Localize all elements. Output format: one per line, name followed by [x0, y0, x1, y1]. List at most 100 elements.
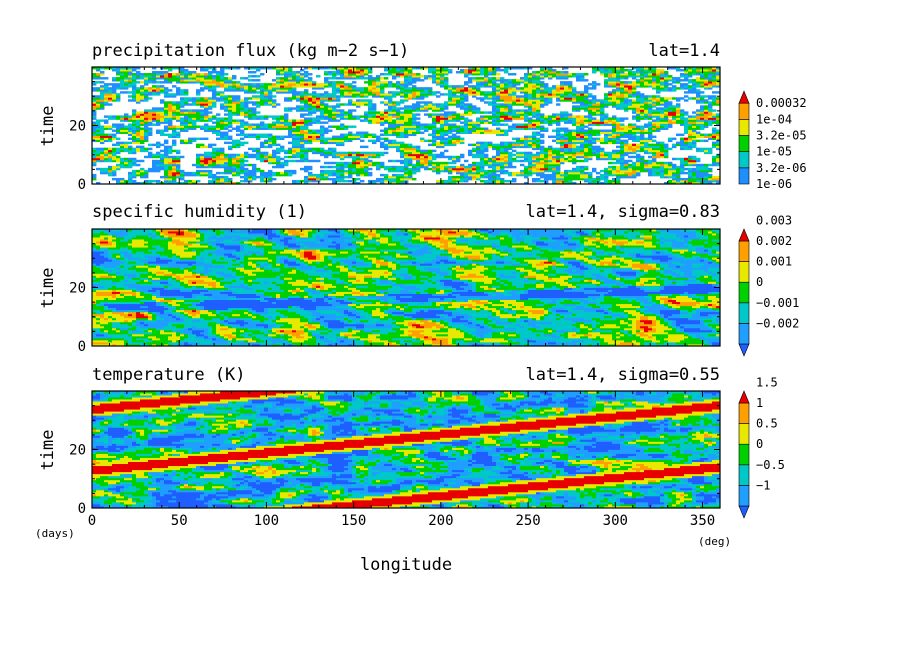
field-cell	[212, 151, 217, 155]
field-cell	[220, 149, 225, 153]
field-cell	[528, 107, 533, 110]
field-cell	[556, 171, 561, 175]
field-cell	[520, 127, 525, 130]
field-cell	[360, 173, 365, 177]
field-cell	[244, 91, 249, 94]
field-cell	[568, 95, 573, 98]
field-cell	[576, 147, 581, 151]
field-cell	[432, 137, 437, 141]
field-cell	[560, 97, 565, 100]
field-cell	[640, 105, 645, 108]
field-cell	[372, 155, 377, 159]
field-cell	[676, 143, 681, 147]
field-cell	[560, 89, 565, 92]
field-cell	[272, 95, 277, 98]
field-cell	[452, 141, 457, 145]
field-cell	[612, 161, 617, 165]
field-cell	[224, 99, 229, 102]
field-cell	[584, 153, 589, 157]
field-cell	[544, 153, 549, 157]
field-cell	[244, 113, 249, 116]
field-cell	[672, 167, 677, 171]
field-cell	[524, 95, 529, 98]
field-cell	[408, 155, 413, 159]
field-cell	[168, 167, 173, 171]
field-cell	[204, 115, 209, 118]
field-cell	[664, 109, 669, 112]
field-cell	[552, 157, 557, 161]
field-cell	[608, 171, 613, 175]
field-cell	[392, 141, 397, 145]
field-cell	[588, 181, 593, 185]
field-cell	[632, 137, 637, 141]
field-cell	[464, 175, 469, 179]
field-cell	[420, 97, 425, 100]
field-cell	[220, 121, 225, 124]
field-cell	[496, 153, 501, 157]
field-cell	[384, 137, 389, 141]
field-cell	[284, 97, 289, 100]
field-cell	[272, 149, 277, 153]
field-cell	[456, 131, 461, 134]
field-cell	[268, 141, 273, 145]
field-cell	[348, 101, 353, 104]
field-cell	[284, 135, 289, 139]
field-cell	[460, 163, 465, 167]
field-cell	[496, 177, 501, 181]
field-cell	[128, 95, 133, 98]
field-cell	[504, 111, 509, 114]
field-cell	[404, 115, 409, 118]
field-cell	[216, 131, 221, 134]
field-cell	[400, 113, 405, 116]
field-cell	[404, 95, 409, 98]
field-cell	[388, 93, 393, 96]
field-cell	[536, 177, 541, 181]
field-cell	[612, 99, 617, 102]
field-cell	[520, 103, 525, 106]
field-cell	[528, 155, 533, 159]
field-cell	[348, 133, 353, 136]
field-cell	[396, 147, 401, 151]
field-cell	[332, 155, 337, 159]
field-cell	[152, 91, 157, 94]
field-cell	[256, 147, 261, 151]
field-cell	[164, 139, 169, 143]
field-cell	[560, 93, 565, 96]
field-cell	[564, 127, 569, 130]
field-cell	[228, 87, 233, 90]
field-cell	[688, 171, 693, 175]
field-cell	[568, 117, 573, 120]
field-cell	[604, 171, 609, 175]
field-cell	[244, 115, 249, 118]
field-cell	[252, 169, 257, 173]
field-cell	[304, 139, 309, 143]
field-cell	[532, 121, 537, 124]
field-cell	[684, 121, 689, 124]
field-cell	[196, 145, 201, 149]
field-cell	[264, 159, 269, 163]
field-cell	[116, 151, 121, 155]
field-cell	[536, 97, 541, 100]
field-cell	[564, 147, 569, 151]
field-cell	[344, 91, 349, 94]
field-cell	[564, 139, 569, 143]
field-cell	[264, 127, 269, 130]
field-cell	[268, 139, 273, 143]
field-cell	[620, 95, 625, 98]
field-cell	[692, 127, 697, 130]
field-cell	[144, 89, 149, 92]
field-cell	[116, 115, 121, 118]
field-cell	[636, 119, 641, 122]
field-cell	[372, 153, 377, 157]
field-cell	[656, 147, 661, 151]
field-cell	[272, 177, 277, 181]
field-cell	[164, 169, 169, 173]
field-cell	[208, 169, 213, 173]
field-cell	[688, 161, 693, 165]
field-cell	[504, 93, 509, 96]
field-cell	[464, 119, 469, 122]
field-cell	[388, 123, 393, 126]
field-cell	[348, 163, 353, 167]
field-cell	[200, 171, 205, 175]
field-cell	[448, 137, 453, 141]
